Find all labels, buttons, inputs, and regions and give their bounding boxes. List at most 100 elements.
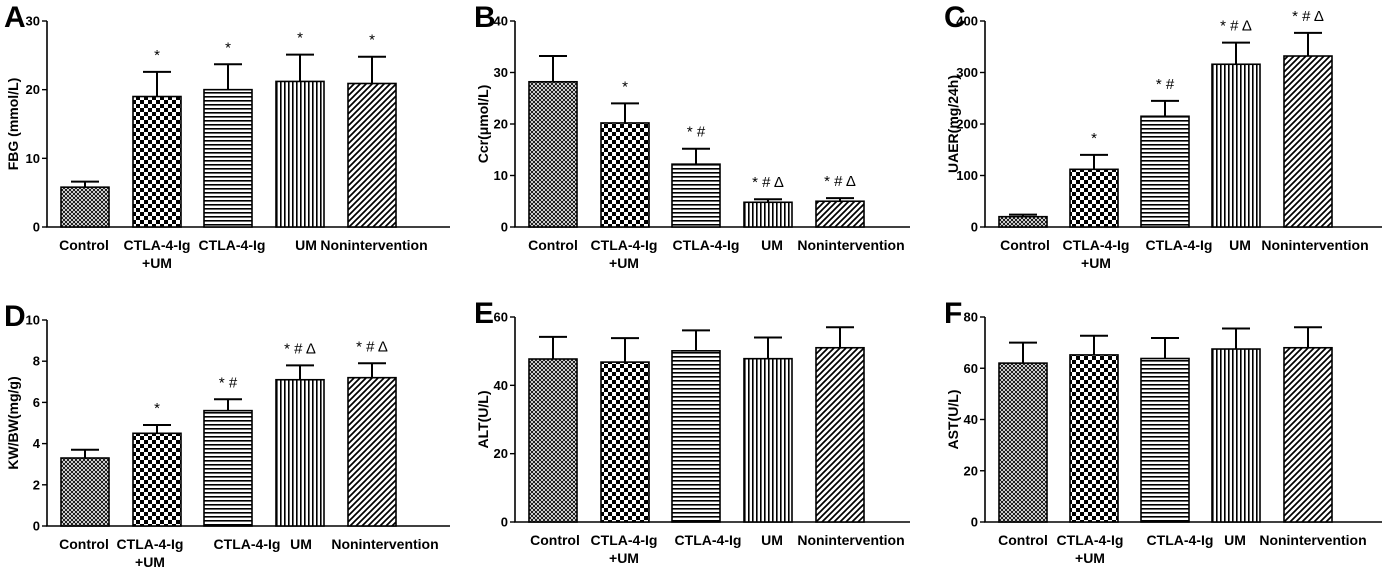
- significance-annotation: * #: [687, 124, 706, 141]
- bar: [671, 163, 721, 228]
- y-axis-label: KW/BW(mg/g): [5, 376, 21, 469]
- panel-f: F AST(U/L) 0 20 40 60 80 Control CTLA-4-Ig +UM CTL…: [944, 297, 1382, 566]
- y-tick-label: 20: [964, 463, 978, 478]
- bar: [528, 80, 578, 228]
- y-axis-label: AST(U/L): [945, 390, 961, 450]
- bar: [275, 378, 325, 527]
- y-tick-label: 0: [971, 220, 978, 235]
- bar: [998, 362, 1048, 523]
- significance-annotation: *: [154, 400, 160, 417]
- x-tick-label: CTLA-4-Ig: [199, 237, 266, 253]
- significance-annotation: * # Δ: [824, 173, 856, 190]
- bar: [671, 350, 721, 523]
- bar: [203, 88, 253, 228]
- x-tick-label: Nonintervention: [797, 237, 904, 253]
- x-tick-label: CTLA-4-Ig: [675, 532, 742, 548]
- bar: [998, 215, 1048, 228]
- x-tick-label: Control: [998, 532, 1048, 548]
- x-tick-label: CTLA-4-Ig +UM: [591, 237, 658, 271]
- panel-e: E ALT(U/L) 0 20 40 60 Control CTLA-4-Ig +UM CTLA-…: [474, 297, 910, 566]
- y-tick-label: 6: [33, 395, 40, 410]
- bar: [1283, 55, 1333, 228]
- x-tick-label: UM: [1229, 237, 1251, 253]
- x-tick-label: Nonintervention: [1261, 237, 1368, 253]
- bar: [347, 82, 397, 228]
- bar: [1069, 354, 1119, 523]
- bar: [600, 361, 650, 523]
- x-tick-label: Control: [59, 237, 109, 253]
- x-tick-label: CTLA-4-Ig: [673, 237, 740, 253]
- y-tick-label: 400: [956, 14, 978, 29]
- panel-d: D KW/BW(mg/g) 0 2 4 6 8 10 * * # * # Δ * # Δ Control…: [4, 300, 450, 570]
- y-tick-label: 0: [501, 220, 508, 235]
- y-tick-label: 20: [26, 82, 40, 97]
- x-tick-label: CTLA-4-Ig +UM: [117, 536, 184, 570]
- bar: [815, 200, 865, 228]
- y-tick-label: 0: [33, 519, 40, 534]
- y-tick-label: 10: [494, 168, 508, 183]
- significance-annotation: *: [1091, 130, 1097, 147]
- bar: [1069, 168, 1119, 228]
- significance-annotation: * # Δ: [356, 338, 388, 355]
- panel-letter: D: [4, 300, 26, 333]
- x-tick-label: CTLA-4-Ig +UM: [591, 532, 658, 566]
- y-tick-label: 80: [964, 310, 978, 325]
- x-tick-label: CTLA-4-Ig +UM: [124, 237, 191, 271]
- significance-annotation: *: [369, 32, 375, 49]
- significance-annotation: *: [154, 47, 160, 64]
- y-tick-label: 300: [956, 65, 978, 80]
- x-tick-label: Nonintervention: [331, 536, 438, 552]
- significance-annotation: *: [622, 78, 628, 95]
- significance-annotation: *: [297, 30, 303, 47]
- y-tick-label: 40: [494, 14, 508, 29]
- y-tick-label: 8: [33, 354, 40, 369]
- x-tick-label: CTLA-4-Ig: [1146, 237, 1213, 253]
- x-tick-label: CTLA-4-Ig: [214, 536, 281, 552]
- y-tick-label: 4: [33, 436, 41, 451]
- bar: [815, 346, 865, 523]
- bar: [1140, 115, 1190, 228]
- bar: [60, 457, 110, 527]
- bar: [600, 122, 650, 228]
- panel-a: A FBG (mmol/L) 0 10 20 30 * * * * Control CTLA-4-Ig…: [4, 1, 450, 271]
- significance-annotation: * #: [1156, 76, 1175, 93]
- y-tick-label: 0: [971, 515, 978, 530]
- panel-letter: F: [944, 297, 962, 330]
- bar: [1283, 346, 1333, 523]
- significance-annotation: * #: [219, 374, 238, 391]
- x-tick-label: Control: [530, 532, 580, 548]
- significance-annotation: * # Δ: [1220, 18, 1252, 35]
- y-tick-label: 10: [26, 151, 40, 166]
- panel-c: C UAER(mg/24h) 0 100 200 300 400 * * # * # Δ * # Δ…: [944, 1, 1382, 271]
- x-tick-label: CTLA-4-Ig +UM: [1063, 237, 1130, 271]
- x-tick-label: UM: [1224, 532, 1246, 548]
- panel-letter: A: [4, 1, 26, 34]
- bar: [743, 201, 793, 228]
- y-tick-label: 30: [494, 65, 508, 80]
- y-tick-label: 100: [956, 168, 978, 183]
- significance-annotation: *: [225, 39, 231, 56]
- y-axis-label: ALT(U/L): [475, 390, 491, 448]
- panel-letter: E: [474, 297, 494, 330]
- x-tick-label: Control: [1000, 237, 1050, 253]
- y-tick-label: 20: [494, 446, 508, 461]
- bar: [1140, 357, 1190, 523]
- y-tick-label: 60: [964, 361, 978, 376]
- x-tick-label: UM: [761, 532, 783, 548]
- bar: [347, 376, 397, 527]
- y-tick-label: 20: [494, 117, 508, 132]
- x-tick-label: CTLA-4-Ig +UM: [1057, 532, 1124, 566]
- y-axis-label: Ccr(μmol/L): [475, 85, 491, 164]
- x-tick-label: Control: [528, 237, 578, 253]
- y-tick-label: 40: [964, 412, 978, 427]
- y-axis-label: UAER(mg/24h): [945, 75, 961, 173]
- bar: [132, 95, 182, 228]
- y-axis-label: FBG (mmol/L): [5, 78, 21, 171]
- y-tick-label: 0: [501, 515, 508, 530]
- y-tick-label: 10: [26, 313, 40, 328]
- bar: [60, 186, 110, 228]
- panel-b: B Ccr(μmol/L) 0 10 20 30 40 * * # * # Δ * # Δ Contr…: [474, 1, 910, 271]
- bar: [275, 80, 325, 228]
